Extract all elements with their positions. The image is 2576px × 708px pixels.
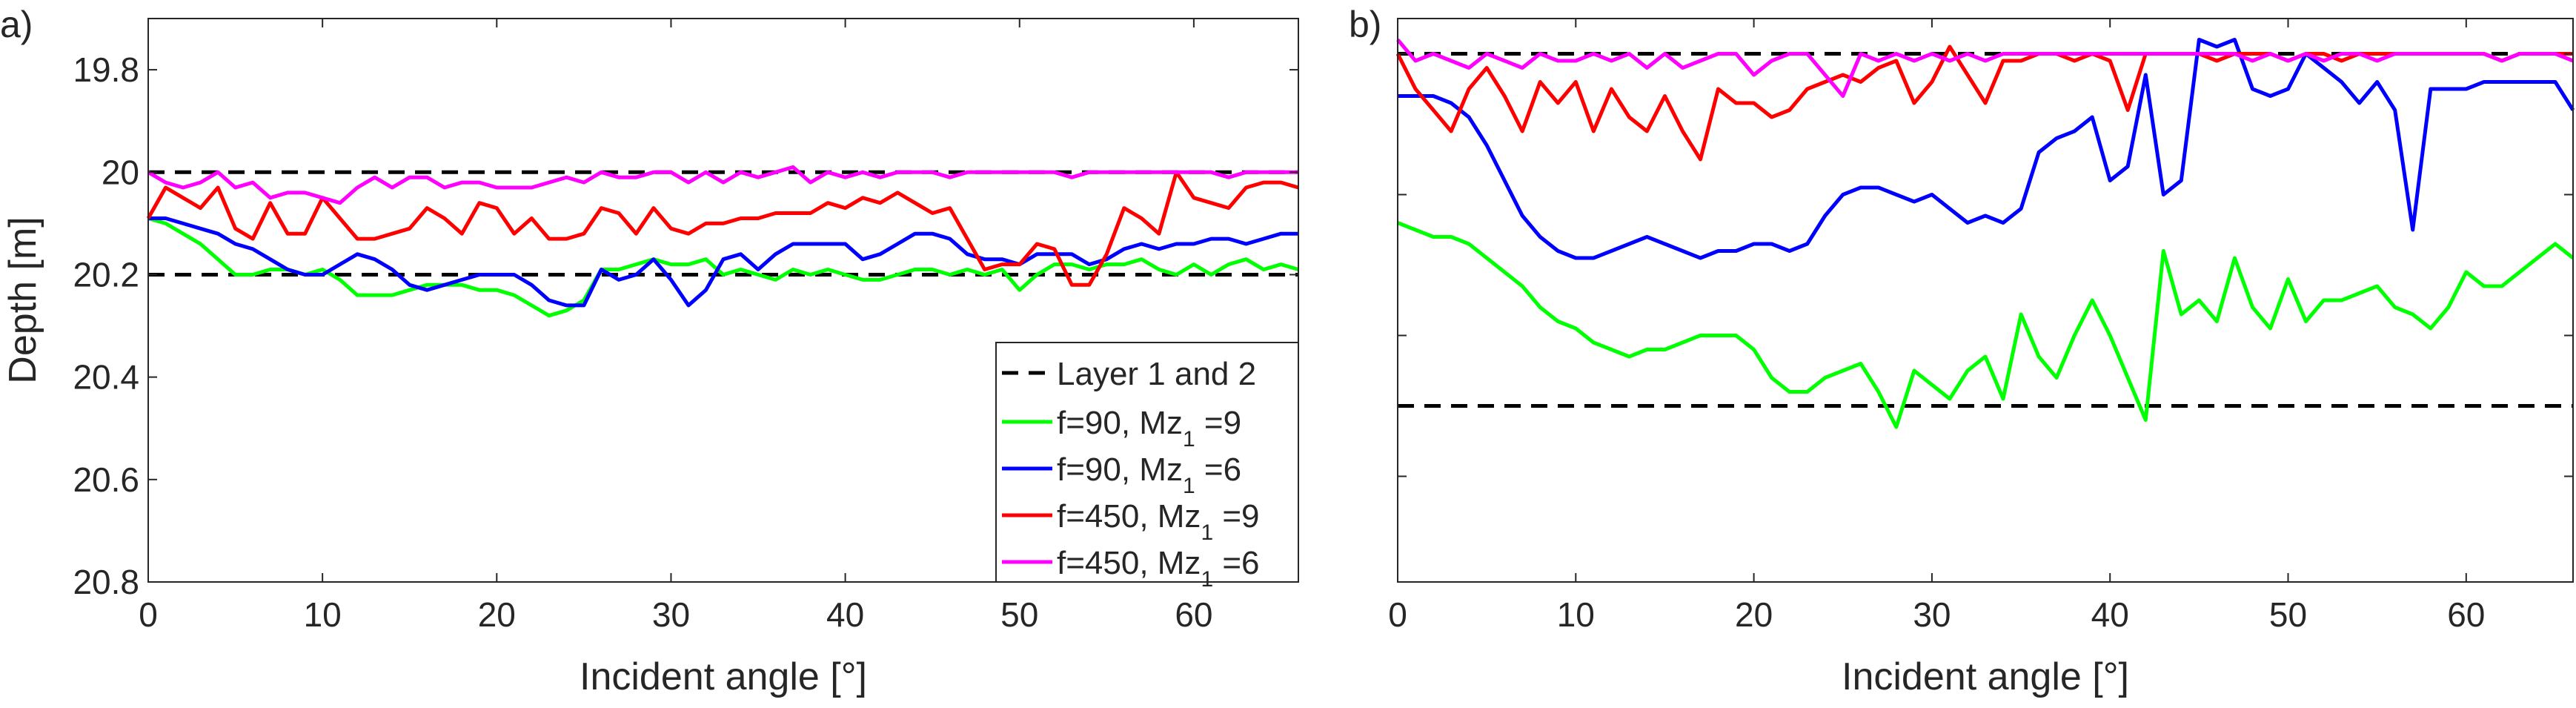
y-tick-label: 20.6: [73, 460, 139, 499]
legend-entries: Layer 1 and 2f=90, Mz1 =9f=90, Mz1 =6f=4…: [1002, 356, 1260, 592]
y-tick-label: 20.4: [73, 358, 139, 397]
x-tick-label: 10: [1557, 595, 1595, 634]
x-tick-label: 60: [2447, 595, 2485, 634]
y-tick-label: 19.8: [73, 50, 139, 89]
series-line: [1398, 38, 2575, 260]
panel-a-tick-labels: 0 10 20 30 40 50 60 19.8 20 20.2 20.4 20.6 20.8: [73, 50, 1212, 634]
x-tick-label: 40: [826, 595, 864, 634]
panel-a-x-axis-label: Incident angle [°]: [580, 655, 867, 698]
series-line: [1396, 38, 2574, 98]
panel-b-axes-box: [1397, 18, 2574, 583]
y-tick-label: 20: [102, 153, 139, 191]
x-tick-label: 20: [1735, 595, 1773, 634]
panel-a-y-axis-label: Depth [m]: [1, 216, 44, 383]
panel-b-tick-labels: 0 10 20 30 40 50 60: [1388, 595, 2485, 634]
panel-a-axes-box: [147, 18, 1299, 583]
x-tick-label: 0: [1388, 595, 1407, 634]
x-tick-label: 40: [2091, 595, 2129, 634]
legend-box: [995, 342, 1299, 583]
x-tick-label: 50: [1000, 595, 1038, 634]
legend-label: f=450, Mz1 =9: [1057, 498, 1260, 545]
x-tick-label: 10: [304, 595, 342, 634]
legend: Layer 1 and 2f=90, Mz1 =9f=90, Mz1 =6f=4…: [995, 342, 1299, 592]
series-line: [148, 216, 1298, 308]
panel-a: a) 0 10 20 30 40 50 60 19.8 20 20.2 20.4 20.6 20.8 I…: [0, 4, 1299, 698]
series-line: [1397, 221, 2575, 429]
panel-b-x-axis-label: Incident angle [°]: [1842, 655, 2129, 698]
x-tick-label: 30: [652, 595, 690, 634]
panel-b-ticks: [1397, 19, 2573, 582]
x-tick-label: 50: [2269, 595, 2307, 634]
series-line: [147, 216, 1299, 318]
x-tick-label: 0: [139, 595, 158, 634]
legend-label: f=90, Mz1 =6: [1057, 451, 1241, 498]
panel-b-label: b): [1349, 4, 1381, 45]
legend-label: Layer 1 and 2: [1057, 356, 1256, 392]
series-line: [1395, 44, 2573, 162]
legend-label: f=450, Mz1 =6: [1057, 545, 1260, 592]
x-tick-label: 30: [1913, 595, 1951, 634]
y-tick-label: 20.8: [73, 563, 139, 601]
panel-b: b) 0 10 20 30 40 50 60 Incident angle [°]: [1349, 4, 2575, 698]
x-tick-label: 20: [478, 595, 516, 634]
x-tick-label: 60: [1175, 595, 1212, 634]
y-tick-label: 20.2: [73, 255, 139, 294]
panel-a-label: a): [0, 4, 33, 45]
series-line: [146, 170, 1299, 287]
panel-b-plot-area: [1395, 38, 2575, 429]
series-line: [147, 165, 1298, 205]
panel-a-plot-area: [146, 165, 1299, 318]
legend-label: f=90, Mz1 =9: [1057, 405, 1241, 451]
